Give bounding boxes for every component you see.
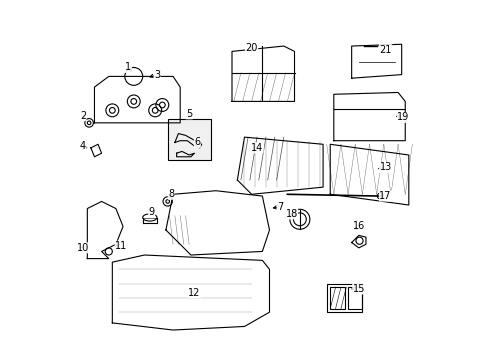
Text: 9: 9 <box>148 207 154 217</box>
Text: 2: 2 <box>80 111 86 121</box>
Text: 11: 11 <box>115 241 127 251</box>
Bar <box>326 284 362 312</box>
Text: 8: 8 <box>168 189 174 199</box>
Text: 6: 6 <box>194 138 200 148</box>
Text: 1: 1 <box>125 63 131 72</box>
Text: 12: 12 <box>188 288 200 297</box>
Text: 18: 18 <box>285 209 297 219</box>
Bar <box>347 287 362 309</box>
Text: 14: 14 <box>250 143 263 153</box>
Text: 13: 13 <box>379 162 391 172</box>
Text: 21: 21 <box>379 45 391 55</box>
Text: 7: 7 <box>277 202 283 212</box>
Bar <box>167 119 210 160</box>
Text: 4: 4 <box>80 141 86 151</box>
Bar <box>329 287 344 309</box>
Text: 19: 19 <box>397 112 409 122</box>
Text: 20: 20 <box>245 43 257 53</box>
Text: 3: 3 <box>154 69 160 80</box>
Text: 16: 16 <box>352 221 364 231</box>
Text: 15: 15 <box>352 284 364 294</box>
Text: 5: 5 <box>185 109 192 119</box>
Text: 17: 17 <box>379 191 391 201</box>
Text: 10: 10 <box>77 243 89 253</box>
